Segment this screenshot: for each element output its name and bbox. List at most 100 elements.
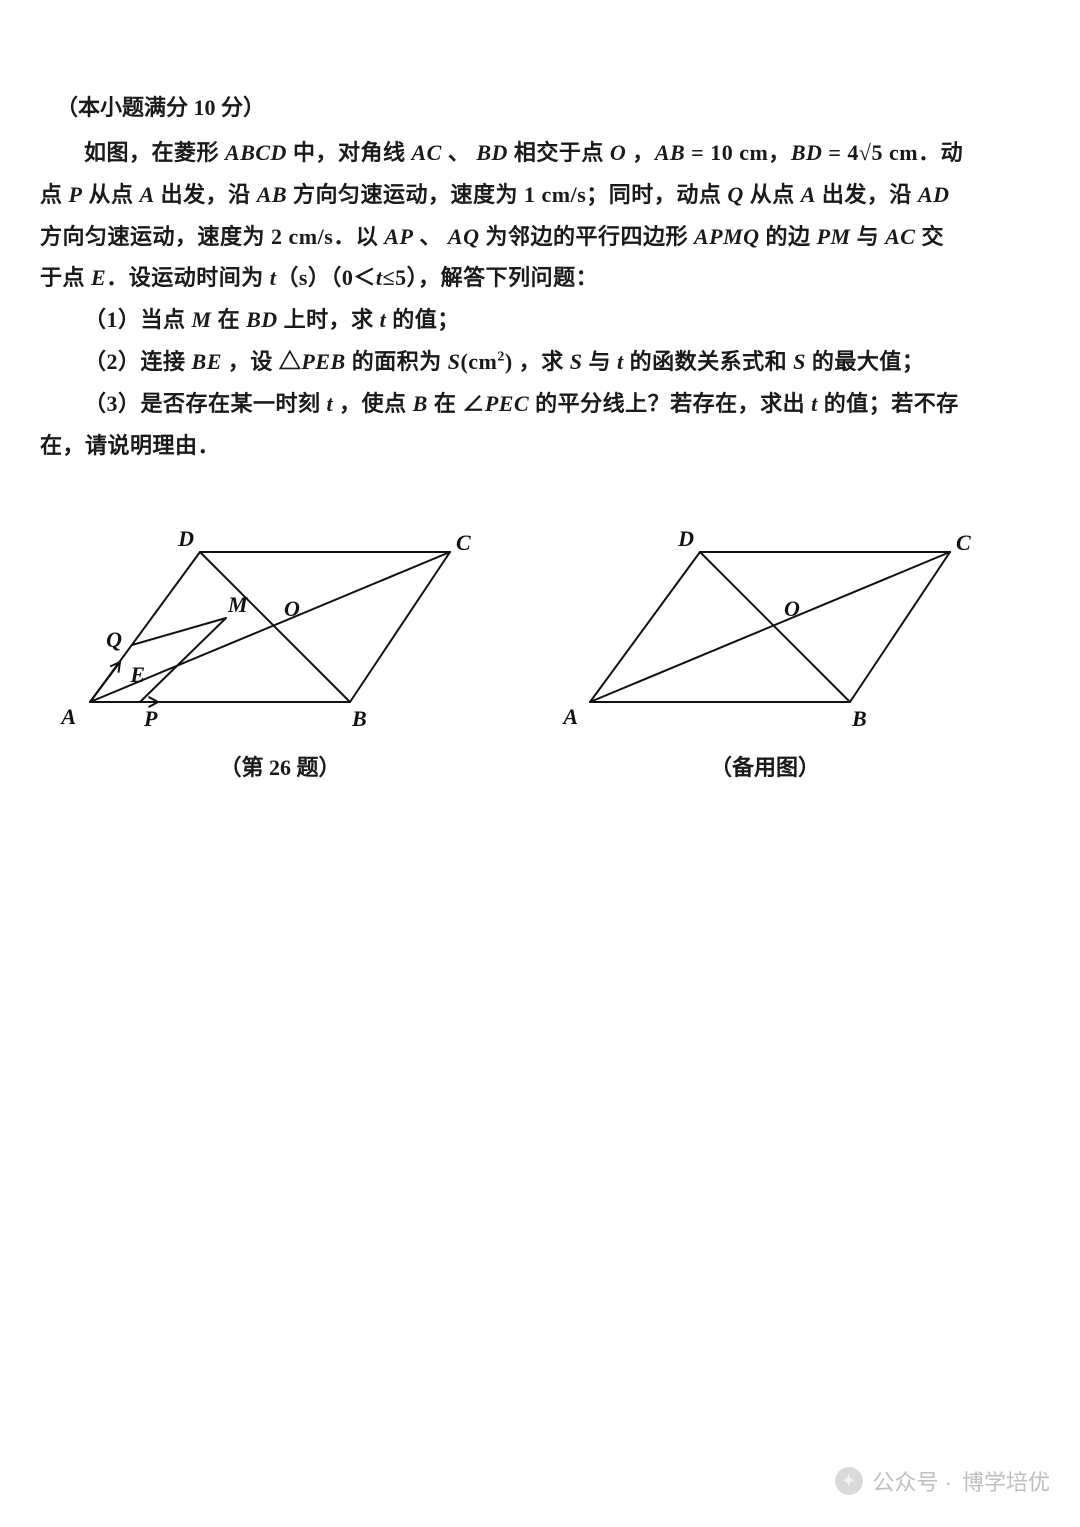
figure-left-caption: （第 26 题） bbox=[219, 750, 340, 782]
txt: = 4√5 cm．动 bbox=[822, 140, 963, 165]
var-pm: PM bbox=[817, 224, 851, 249]
var-t: t bbox=[617, 349, 624, 374]
txt: 的平分线上？若存在，求出 bbox=[529, 391, 811, 416]
figure-right-svg: A B C D O bbox=[550, 502, 980, 742]
svg-text:Q: Q bbox=[106, 627, 122, 652]
txt: 于点 bbox=[40, 265, 91, 290]
txt: 与 bbox=[582, 349, 617, 374]
var-bd: BD bbox=[476, 140, 508, 165]
txt: ．设运动时间为 bbox=[106, 265, 270, 290]
var-s: S bbox=[570, 349, 583, 374]
txt: 与 bbox=[851, 224, 886, 249]
watermark-prefix: 公众号 · bbox=[873, 1465, 952, 1497]
txt: 的值；若不存 bbox=[818, 391, 959, 416]
var-ap: AP bbox=[384, 224, 413, 249]
figure-right-caption: （备用图） bbox=[710, 750, 820, 782]
intro-line-4: 于点 E．设运动时间为 t（s）（0＜t≤5），解答下列问题： bbox=[40, 257, 1040, 299]
question-score-header: （本小题满分 10 分） bbox=[40, 90, 1040, 122]
intro-line-2: 点 P 从点 A 出发，沿 AB 方向匀速运动，速度为 1 cm/s；同时，动点… bbox=[40, 174, 1040, 216]
figure-right-wrap: A B C D O （备用图） bbox=[550, 502, 980, 782]
txt: （s）（0＜ bbox=[276, 265, 376, 290]
var-t: t bbox=[811, 391, 818, 416]
var-m: M bbox=[192, 307, 212, 332]
var-b: B bbox=[413, 391, 428, 416]
txt: 、 bbox=[442, 140, 477, 165]
txt: 相交于点 bbox=[508, 140, 610, 165]
txt: 上时，求 bbox=[278, 307, 380, 332]
figure-row: A B C D O P Q M E （第 26 题） A B C D O （备用图） bbox=[40, 502, 1040, 782]
txt: 在 ∠ bbox=[428, 391, 485, 416]
question-body: 如图，在菱形 ABCD 中，对角线 AC 、 BD 相交于点 O ，AB = 1… bbox=[40, 132, 1040, 466]
txt: 、 bbox=[413, 224, 448, 249]
var-e: E bbox=[91, 265, 106, 290]
txt: = 10 cm， bbox=[685, 140, 791, 165]
txt: 交 bbox=[915, 224, 944, 249]
txt: ) ，求 bbox=[505, 349, 570, 374]
txt: 如图，在菱形 bbox=[84, 140, 225, 165]
svg-text:D: D bbox=[177, 526, 194, 551]
figure-left-wrap: A B C D O P Q M E （第 26 题） bbox=[50, 502, 510, 782]
var-ac: AC bbox=[885, 224, 915, 249]
var-ab: AB bbox=[257, 182, 287, 207]
txt: ，设 △ bbox=[222, 349, 302, 374]
var-t: t bbox=[376, 265, 383, 290]
wechat-icon: ✦ bbox=[835, 1467, 863, 1495]
var-bd: BD bbox=[246, 307, 278, 332]
txt: （1）当点 bbox=[84, 307, 192, 332]
svg-text:A: A bbox=[561, 704, 578, 729]
var-a: A bbox=[801, 182, 816, 207]
var-o: O bbox=[610, 140, 626, 165]
txt: 中，对角线 bbox=[287, 140, 412, 165]
var-a: A bbox=[139, 182, 154, 207]
txt: (cm bbox=[460, 349, 497, 374]
var-be: BE bbox=[192, 349, 222, 374]
svg-text:P: P bbox=[143, 706, 158, 731]
svg-text:A: A bbox=[59, 704, 76, 729]
var-aq: AQ bbox=[448, 224, 480, 249]
txt: 的边 bbox=[760, 224, 817, 249]
txt: 出发，沿 bbox=[155, 182, 257, 207]
txt: 的最大值； bbox=[806, 349, 925, 374]
txt: 的函数关系式和 bbox=[624, 349, 794, 374]
var-apmq: APMQ bbox=[694, 224, 760, 249]
svg-text:B: B bbox=[851, 706, 867, 731]
watermark: ✦ 公众号 · 博学培优 bbox=[835, 1465, 1050, 1497]
txt: 点 bbox=[40, 182, 69, 207]
var-peb: PEB bbox=[301, 349, 345, 374]
var-s: S bbox=[448, 349, 461, 374]
watermark-name: 博学培优 bbox=[962, 1465, 1050, 1497]
txt: （2）连接 bbox=[84, 349, 192, 374]
svg-text:B: B bbox=[351, 706, 367, 731]
svg-text:C: C bbox=[456, 530, 471, 555]
var-bd: BD bbox=[791, 140, 823, 165]
intro-line-3: 方向匀速运动，速度为 2 cm/s．以 AP 、 AQ 为邻边的平行四边形 AP… bbox=[40, 216, 1040, 258]
svg-text:M: M bbox=[227, 592, 249, 617]
var-pec: PEC bbox=[485, 391, 529, 416]
svg-text:E: E bbox=[129, 662, 145, 687]
var-s: S bbox=[793, 349, 806, 374]
subquestion-1: （1）当点 M 在 BD 上时，求 t 的值； bbox=[40, 299, 1040, 341]
txt: ，使点 bbox=[333, 391, 413, 416]
figure-left-svg: A B C D O P Q M E bbox=[50, 502, 510, 742]
svg-text:D: D bbox=[677, 526, 694, 551]
txt: 从点 bbox=[82, 182, 139, 207]
var-ad: AD bbox=[918, 182, 950, 207]
var-p: P bbox=[69, 182, 83, 207]
svg-text:O: O bbox=[784, 596, 800, 621]
exam-page: （本小题满分 10 分） 如图，在菱形 ABCD 中，对角线 AC 、 BD 相… bbox=[0, 0, 1080, 1527]
txt: 在 bbox=[212, 307, 247, 332]
var-ab: AB bbox=[655, 140, 685, 165]
txt: 方向匀速运动，速度为 2 cm/s．以 bbox=[40, 224, 384, 249]
txt: 的值； bbox=[386, 307, 460, 332]
txt: 方向匀速运动，速度为 1 cm/s；同时，动点 bbox=[287, 182, 727, 207]
txt: ， bbox=[626, 140, 655, 165]
subquestion-3-line1: （3）是否存在某一时刻 t ，使点 B 在 ∠PEC 的平分线上？若存在，求出 … bbox=[40, 383, 1040, 425]
var-q: Q bbox=[727, 182, 743, 207]
txt: （3）是否存在某一时刻 bbox=[84, 391, 327, 416]
subquestion-2: （2）连接 BE ，设 △PEB 的面积为 S(cm2) ，求 S 与 t 的函… bbox=[40, 341, 1040, 383]
txt: ≤5），解答下列问题： bbox=[383, 265, 599, 290]
txt: 出发，沿 bbox=[816, 182, 918, 207]
svg-text:C: C bbox=[956, 530, 971, 555]
var-abcd: ABCD bbox=[225, 140, 287, 165]
svg-text:O: O bbox=[284, 596, 300, 621]
